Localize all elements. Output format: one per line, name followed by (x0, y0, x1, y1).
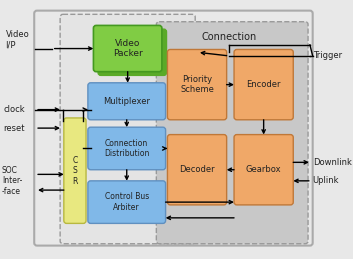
Text: reset: reset (4, 124, 25, 133)
FancyBboxPatch shape (98, 29, 167, 75)
FancyBboxPatch shape (167, 135, 227, 205)
FancyBboxPatch shape (94, 25, 162, 72)
Text: Gearbox: Gearbox (246, 165, 281, 174)
FancyBboxPatch shape (156, 22, 308, 244)
Text: Decoder: Decoder (179, 165, 215, 174)
FancyBboxPatch shape (60, 14, 195, 244)
Text: Uplink: Uplink (313, 176, 339, 185)
FancyBboxPatch shape (88, 181, 166, 224)
Text: Connection: Connection (202, 32, 257, 42)
Text: Video
Packer: Video Packer (113, 39, 143, 58)
Text: SOC
Inter-
-face: SOC Inter- -face (2, 166, 22, 196)
Text: Encoder: Encoder (246, 80, 281, 89)
Text: Connection
Distribution: Connection Distribution (104, 139, 149, 158)
Text: clock: clock (4, 105, 25, 114)
Text: Multiplexer: Multiplexer (103, 97, 150, 106)
FancyBboxPatch shape (167, 49, 227, 120)
Text: Control Bus
Arbiter: Control Bus Arbiter (104, 192, 149, 212)
FancyBboxPatch shape (234, 135, 293, 205)
FancyBboxPatch shape (34, 11, 313, 246)
Text: Trigger: Trigger (313, 52, 342, 60)
FancyBboxPatch shape (88, 127, 166, 170)
Text: C
S
R: C S R (72, 156, 78, 185)
Text: Priority
Scheme: Priority Scheme (180, 75, 214, 94)
FancyBboxPatch shape (88, 83, 166, 120)
FancyBboxPatch shape (64, 118, 86, 224)
Text: Downlink: Downlink (313, 158, 352, 167)
Text: Video
I/P: Video I/P (6, 30, 29, 49)
FancyBboxPatch shape (234, 49, 293, 120)
